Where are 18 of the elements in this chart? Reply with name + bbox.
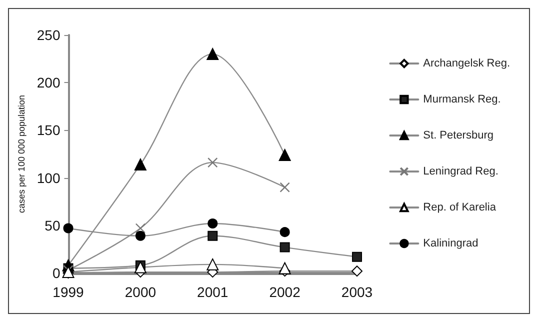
y-tick-label: 0: [52, 265, 60, 281]
y-tick-label: 250: [36, 27, 60, 43]
x-tick-label: 2001: [197, 284, 228, 300]
y-tick-label: 100: [36, 170, 60, 186]
x-tick-label: 2002: [269, 284, 301, 300]
y-tick-label: 200: [36, 74, 60, 91]
y-axis-title: cases per 100 000 population: [16, 94, 26, 214]
legend-label: St. Petersburg: [423, 130, 494, 142]
legend-label: Archangelsk Reg.: [423, 58, 510, 70]
y-tick-label: 50: [44, 217, 60, 234]
y-tick-label: 150: [36, 122, 60, 138]
legend-label: Kaliningrad: [423, 238, 478, 250]
legend-label: Leningrad Reg.: [423, 166, 498, 178]
legend-label: Murmansk Reg.: [423, 94, 501, 106]
x-tick-label: 2000: [124, 284, 156, 300]
legend-label: Rep. of Karelia: [423, 202, 497, 214]
x-tick-label: 2003: [341, 284, 373, 300]
x-tick-label: 1999: [52, 284, 84, 300]
